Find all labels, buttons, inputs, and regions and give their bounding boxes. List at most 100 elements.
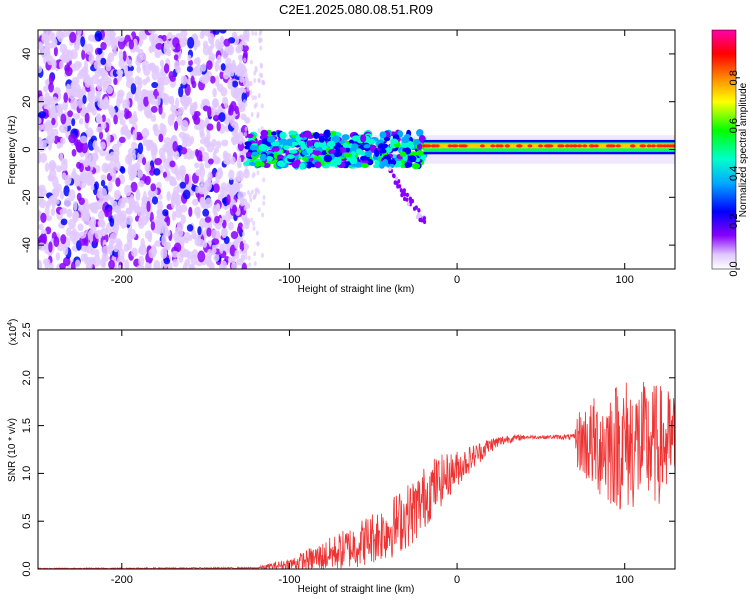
heatmap-cell (55, 252, 61, 261)
heatmap-cell (188, 206, 193, 218)
heatmap-cell (345, 161, 352, 166)
heatmap-cell (148, 30, 156, 34)
heatmap-cell (479, 144, 485, 148)
heatmap-cell (48, 160, 57, 172)
heatmap-cell (222, 71, 230, 80)
heatmap-cell (202, 208, 210, 217)
heatmap-cell (108, 107, 116, 116)
heatmap-cell (239, 183, 243, 189)
heatmap-cell (38, 184, 46, 192)
x-tick-label: -200 (111, 574, 133, 586)
heatmap-cell (650, 144, 656, 148)
heatmap-cell (46, 55, 54, 66)
snr-plot-area (38, 330, 675, 569)
heatmap-cell (137, 151, 143, 163)
heatmap-cell (115, 177, 121, 187)
heatmap-cell (447, 144, 453, 148)
heatmap-cell (351, 135, 361, 142)
heatmap-cell (173, 150, 180, 160)
heatmap-cell (66, 208, 73, 218)
heatmap-cell (150, 105, 158, 113)
heatmap-cell (242, 231, 246, 237)
heatmap-cell (108, 259, 115, 269)
heatmap-cell (59, 43, 68, 54)
heatmap-cell (227, 256, 232, 264)
heatmap-cell (105, 77, 112, 86)
heatmap-cell (51, 96, 58, 105)
heatmap-cell (453, 144, 459, 148)
heatmap-cell (237, 195, 241, 201)
heatmap-cell (59, 191, 65, 200)
heatmap-cell (64, 178, 71, 186)
heatmap-cell (593, 144, 599, 148)
heatmap-cell (374, 160, 380, 166)
heatmap-cell (207, 106, 212, 118)
heatmap-cell (658, 144, 664, 148)
heatmap-cell (254, 65, 258, 71)
heatmap-cell (665, 144, 671, 148)
heatmap-cell (169, 160, 176, 168)
heatmap-cell (131, 152, 137, 161)
heatmap-cell (245, 151, 252, 158)
heatmap-cell (161, 234, 167, 246)
heatmap-cell (154, 240, 163, 247)
heatmap-cell (90, 183, 95, 191)
heatmap-cell (38, 105, 43, 112)
heatmap-cell (216, 54, 222, 64)
heatmap-cell (244, 68, 248, 74)
heatmap-cell (288, 130, 298, 136)
heatmap-cell (123, 63, 129, 76)
heatmap-cell (577, 144, 583, 148)
heatmap-cell (237, 135, 244, 145)
heatmap-cell (221, 228, 228, 239)
figure-title: C2E1.2025.080.08.51.R09 (279, 2, 433, 17)
heatmap-cell (238, 60, 242, 66)
heatmap-cell (256, 170, 260, 176)
heatmap-cell (193, 41, 198, 51)
heatmap-cell (262, 162, 271, 168)
heatmap-cell (85, 43, 94, 55)
heatmap-cell (195, 56, 201, 66)
heatmap-cell (223, 152, 232, 159)
heatmap-cell (394, 176, 399, 181)
heatmap-cell (108, 161, 115, 173)
heatmap-cell (221, 260, 227, 269)
heatmap-cell (271, 131, 277, 136)
heatmap-cell (95, 200, 103, 210)
heatmap-cell (113, 160, 121, 171)
heatmap-cell (189, 264, 194, 269)
heatmap-cell (144, 163, 151, 173)
heatmap-cell (223, 236, 230, 245)
heatmap-cell (239, 104, 243, 110)
heatmap-cell (39, 233, 46, 246)
heatmap-cell (176, 221, 184, 231)
heatmap-cell (182, 262, 188, 269)
heatmap-cell (214, 215, 220, 224)
heatmap-cell (434, 144, 440, 148)
heatmap-cell (406, 201, 410, 207)
heatmap-cell (231, 204, 238, 214)
heatmap-cell (177, 107, 185, 114)
heatmap-cell (152, 142, 158, 155)
heatmap-cell (245, 76, 249, 82)
heatmap-cell (138, 255, 145, 267)
heatmap-cell (48, 74, 54, 85)
heatmap-cell (80, 253, 87, 262)
heatmap-cell (107, 180, 113, 193)
heatmap-cell (377, 139, 384, 144)
heatmap-cell (85, 262, 90, 269)
heatmap-cell (87, 229, 94, 241)
heatmap-cell (199, 218, 207, 229)
heatmap-cell (143, 67, 151, 76)
heatmap-cell (206, 248, 213, 260)
heatmap-cell (162, 143, 170, 152)
heatmap-cell (207, 171, 213, 182)
heatmap-cell (411, 163, 421, 170)
heatmap-cell (126, 72, 131, 83)
heatmap-cell (156, 95, 161, 106)
heatmap-cell (246, 86, 250, 92)
heatmap-cell (70, 261, 76, 269)
heatmap-cell (46, 30, 53, 41)
heatmap-cell (100, 57, 107, 66)
heatmap-cell (279, 131, 287, 140)
